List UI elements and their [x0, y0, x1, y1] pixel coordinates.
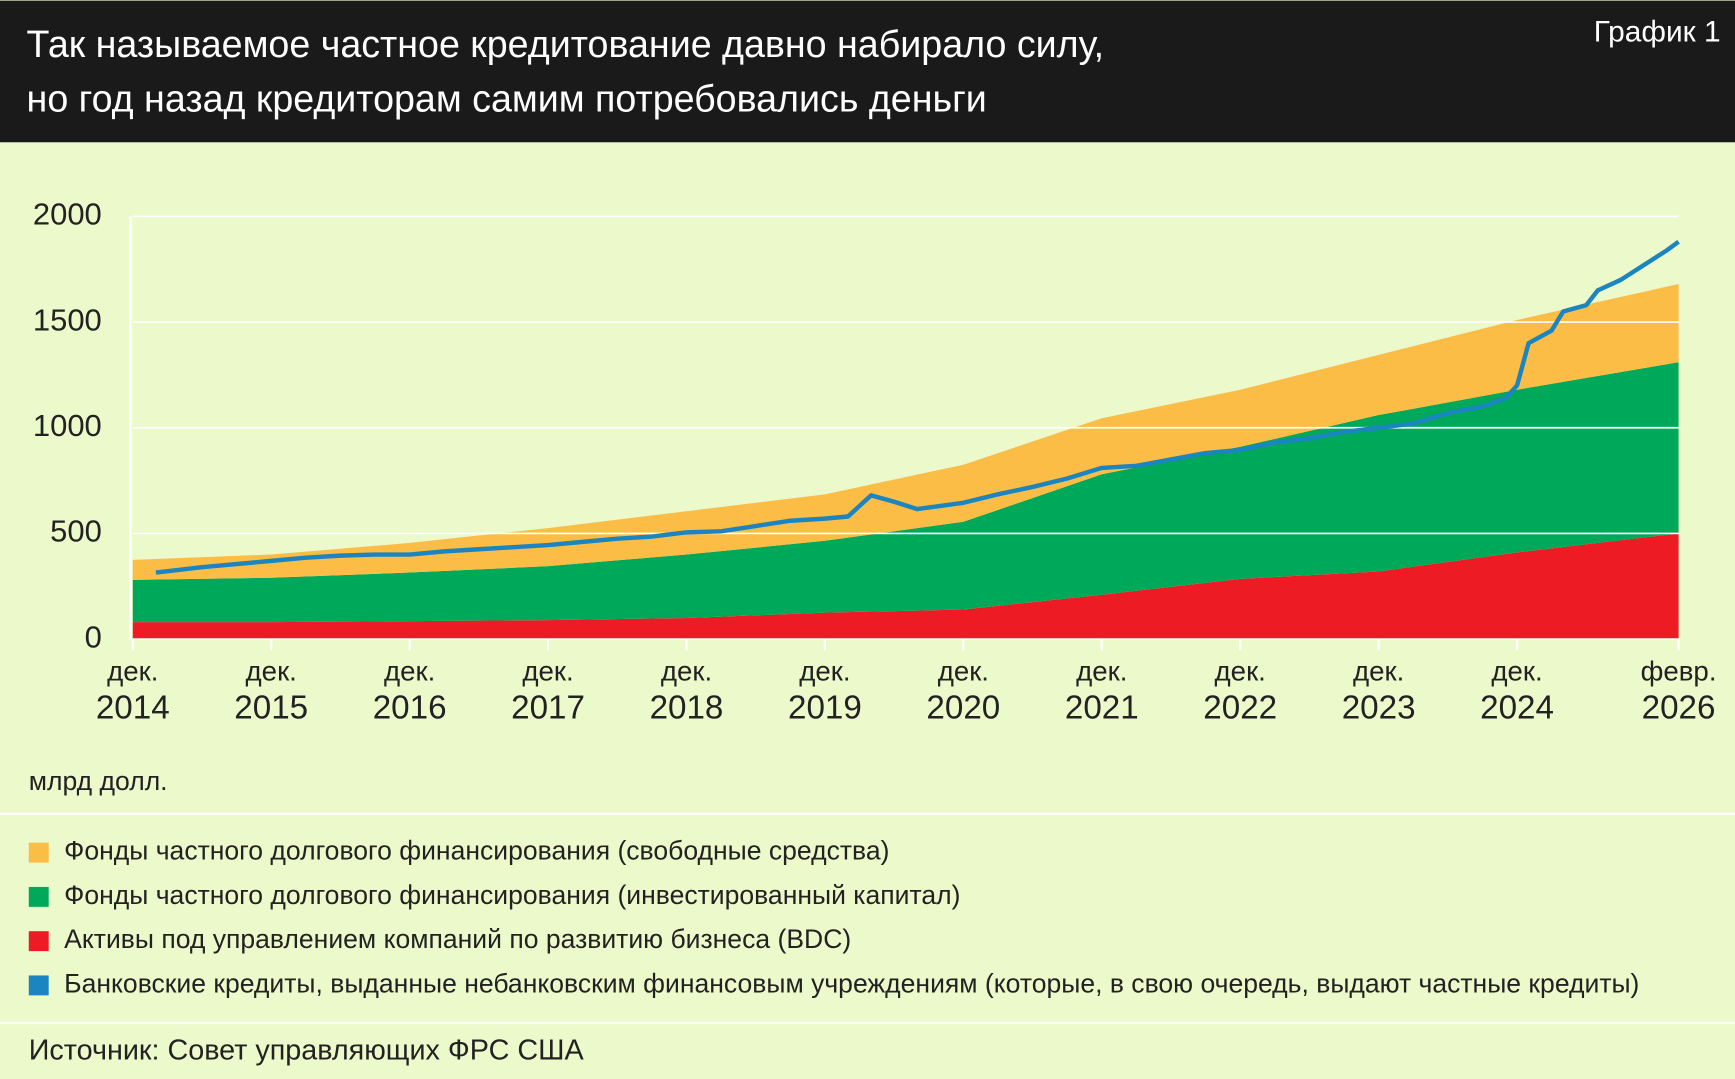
x-tick-label: 2026 — [1642, 690, 1716, 727]
legend-swatch — [28, 975, 49, 996]
area — [132, 284, 1679, 580]
legend-item: Активы под управлением компаний по разви… — [28, 924, 851, 954]
y-tick-label: 1000 — [33, 408, 102, 443]
y-unit: млрд долл. — [29, 766, 168, 796]
x-tick-label: дек. — [1215, 656, 1266, 687]
area — [132, 362, 1679, 623]
x-tick-label: дек. — [1076, 656, 1127, 687]
source: Источник: Совет управляющих ФРС США — [29, 1034, 585, 1066]
line — [155, 239, 1680, 575]
x-tick-label: дек. — [661, 656, 712, 687]
x-tick-label: 2015 — [234, 690, 308, 727]
x-tick-label: дек. — [1353, 656, 1404, 687]
x-tick-label: дек. — [799, 656, 850, 687]
x-tick-label: 2016 — [373, 690, 447, 727]
y-tick-label: 2000 — [33, 197, 102, 232]
x-tick-label: 2024 — [1480, 690, 1554, 727]
x-tick-label: 2017 — [511, 690, 585, 727]
legend-swatch — [28, 842, 49, 863]
legend-item: Фонды частного долгового финансирования … — [28, 836, 889, 866]
x-tick-label: 2019 — [788, 690, 862, 727]
x-tick-label: 2014 — [96, 690, 170, 727]
legend-item: Банковские кредиты, выданные небанковски… — [28, 968, 1639, 998]
x-tick-label: 2020 — [926, 690, 1000, 727]
x-tick-label: дек. — [938, 656, 989, 687]
header-bg — [0, 0, 1735, 143]
legend-swatch — [28, 886, 49, 907]
x-tick-label: дек. — [1491, 656, 1542, 687]
legend-label: Фонды частного долгового финансирования … — [64, 836, 889, 866]
x-tick-label: 2021 — [1065, 690, 1139, 727]
x-tick-label: февр. — [1641, 656, 1717, 687]
x-tick-label: дек. — [384, 656, 435, 687]
legend-item: Фонды частного долгового финансирования … — [28, 880, 960, 910]
chart-label: График 1 — [1594, 16, 1721, 49]
legend-swatch — [28, 931, 49, 952]
x-tick-label: 2023 — [1342, 690, 1416, 727]
x-tick-label: 2018 — [650, 690, 724, 727]
plot — [129, 215, 1680, 651]
x-tick-label: дек. — [522, 656, 573, 687]
y-tick-label: 0 — [85, 619, 102, 654]
x-tick-label: дек. — [107, 656, 158, 687]
y-tick-label: 1500 — [33, 302, 102, 337]
x-tick-label: дек. — [246, 656, 297, 687]
legend-label: Активы под управлением компаний по разви… — [64, 924, 851, 954]
legend-label: Банковские кредиты, выданные небанковски… — [64, 968, 1639, 998]
legend-label: Фонды частного долгового финансирования … — [64, 880, 960, 910]
x-tick-label: 2022 — [1203, 690, 1277, 727]
y-tick-label: 500 — [50, 514, 102, 549]
title-line: но год назад кредиторам самим потребовал… — [27, 77, 987, 119]
area — [132, 533, 1679, 640]
title-line: Так называемое частное кредитование давн… — [27, 23, 1105, 65]
